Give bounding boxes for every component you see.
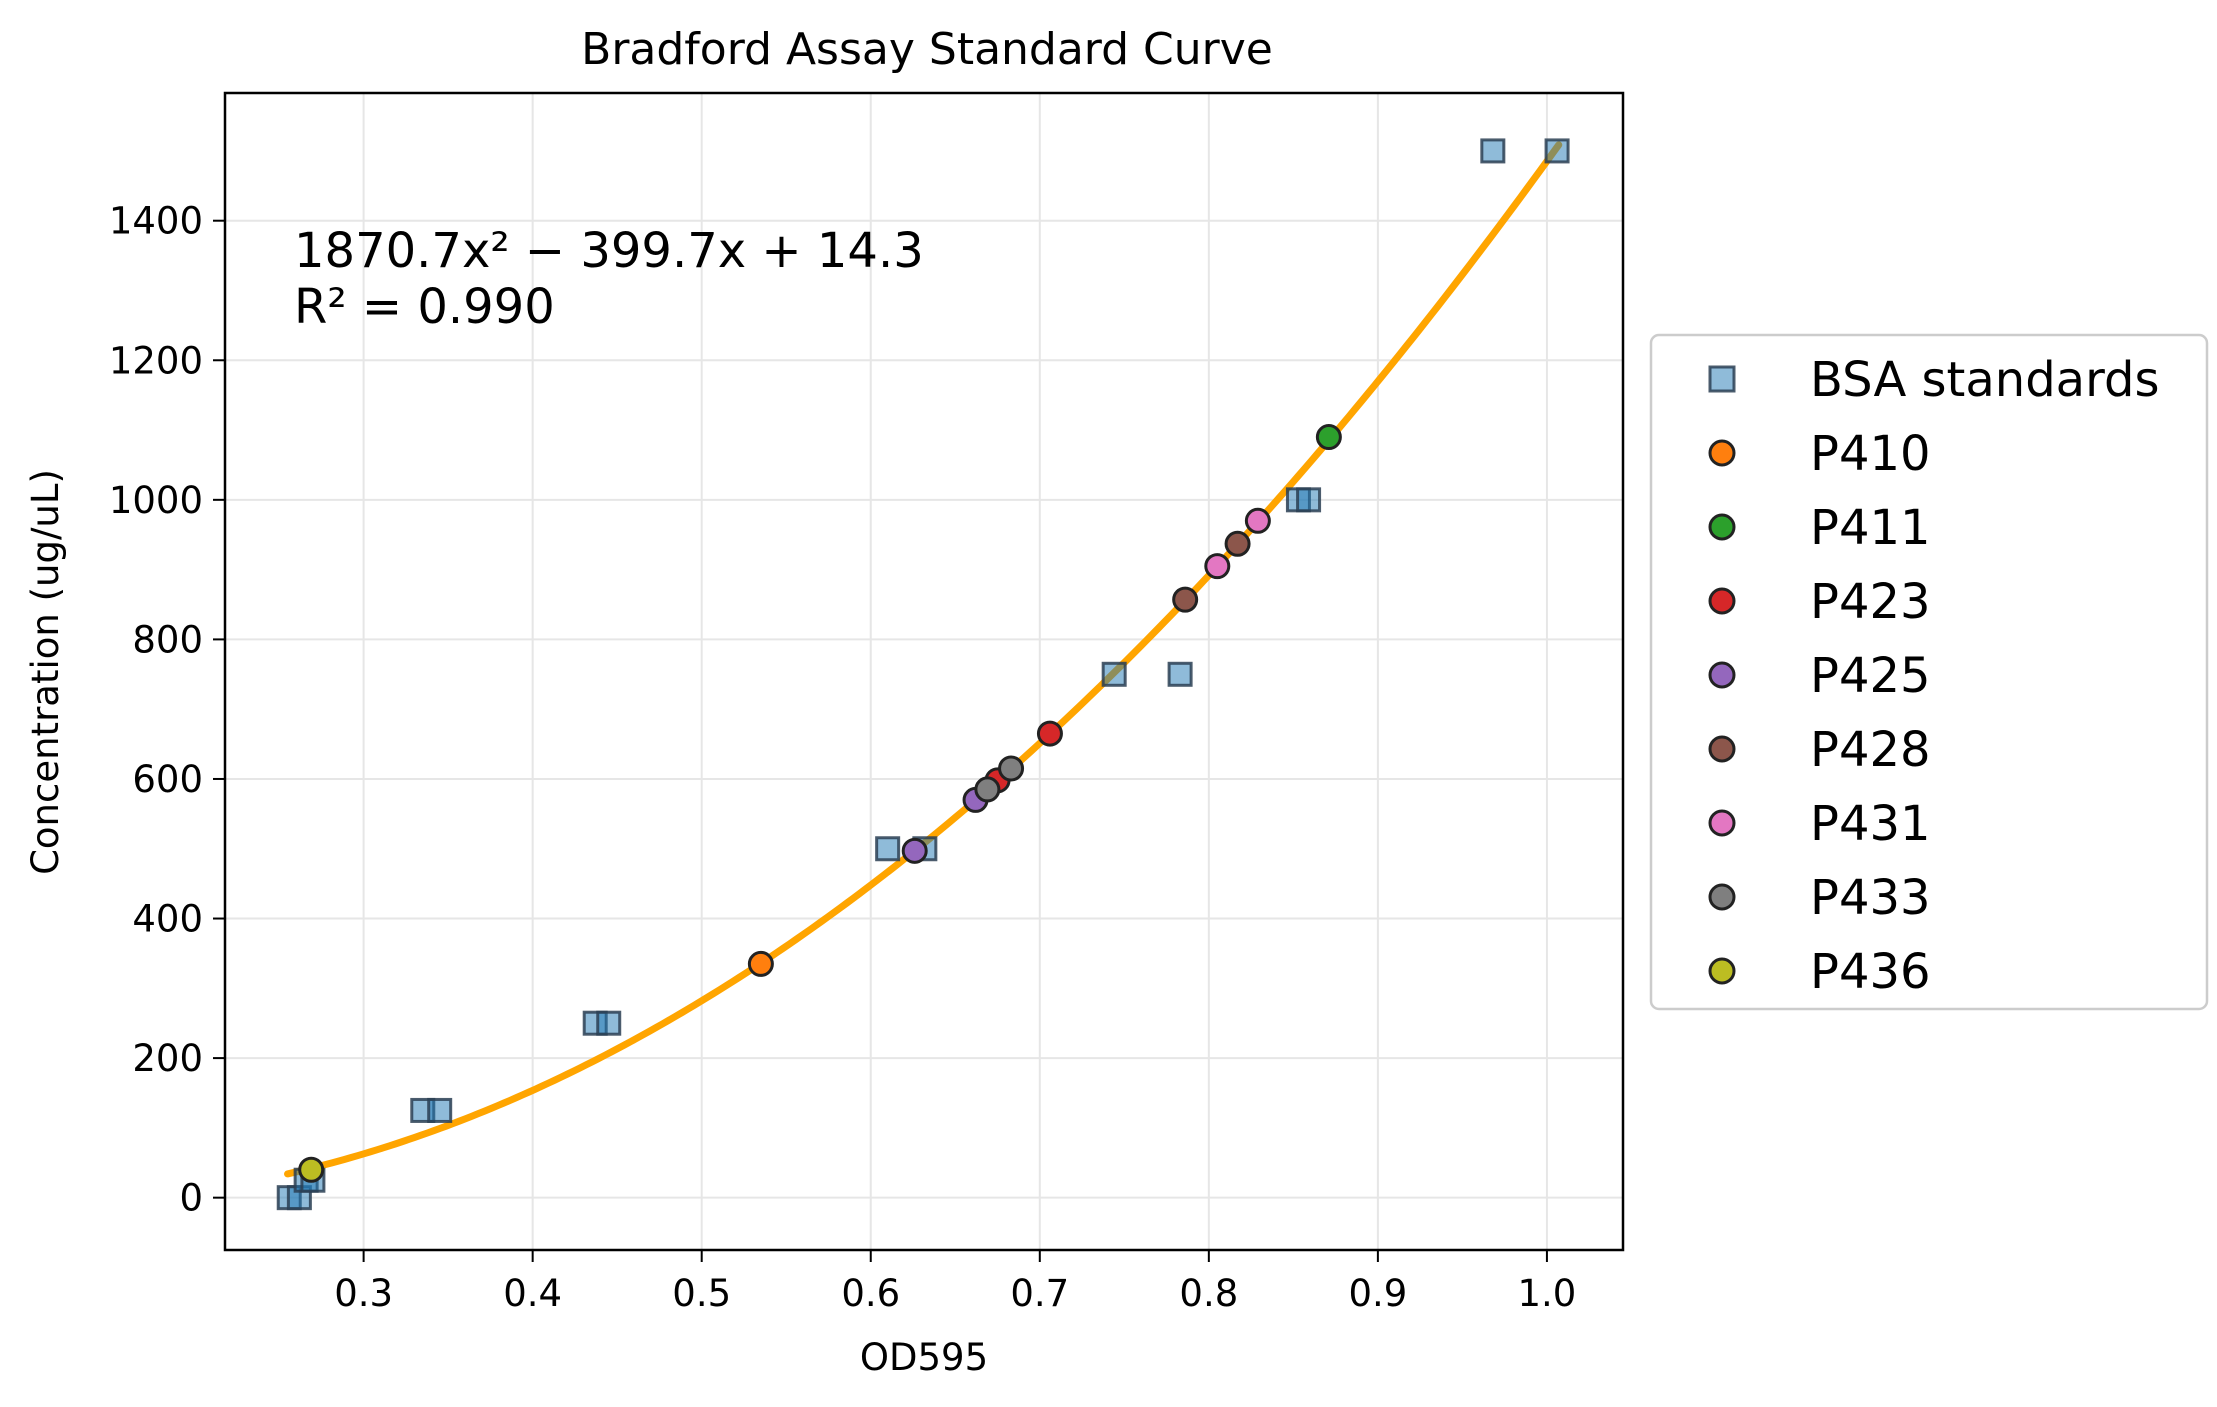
y-axis-label: Concentration (ug/uL) [24, 469, 67, 875]
y-tick-label: 800 [132, 618, 203, 661]
grid [225, 93, 1623, 1250]
sample-point-p411 [1315, 424, 1342, 451]
x-tick-label: 0.6 [841, 1272, 900, 1315]
sample-point-p431 [1204, 553, 1231, 580]
legend-marker [1708, 513, 1736, 541]
legend-frame [1649, 333, 2209, 1011]
plot-frame [223, 91, 1625, 1252]
legend-label: P411 [1810, 500, 1931, 556]
sample-point-p433 [998, 755, 1025, 782]
legend-label: P410 [1810, 426, 1931, 482]
sample-point-p423 [1036, 720, 1063, 747]
bsa-standard-point [427, 1097, 453, 1123]
x-axis-label: OD595 [860, 1336, 988, 1379]
x-axis-ticks: 0.3 0.4 0.5 0.6 0.7 0.8 0.9 1.0 [334, 1250, 1576, 1315]
y-tick-label: 1400 [109, 200, 203, 243]
bsa-standard-point [1544, 138, 1570, 164]
bsa-standard-point [875, 836, 901, 862]
bsa-standard-point [1167, 661, 1193, 687]
sample-point-p428 [1172, 586, 1199, 613]
legend-marker [1708, 957, 1736, 985]
bsa-standard-point [1480, 138, 1506, 164]
y-tick-label: 200 [132, 1037, 203, 1080]
x-tick-label: 0.5 [672, 1272, 731, 1315]
r-squared-label: R² = 0.990 [294, 279, 555, 335]
sample-point-p428 [1224, 530, 1251, 557]
bsa-standard-point [1101, 661, 1127, 687]
legend-marker [1708, 809, 1736, 837]
x-tick-label: 0.4 [503, 1272, 562, 1315]
legend: BSA standards P410 P411 P423 P425 P428 P431 P43… [1649, 333, 2209, 1011]
x-tick-label: 0.9 [1348, 1272, 1407, 1315]
sample-point-p410 [747, 950, 774, 977]
sample-point-p436 [298, 1156, 325, 1183]
sample-point-p425 [901, 837, 928, 864]
bsa-standard-point [1296, 487, 1322, 513]
legend-marker [1708, 365, 1736, 393]
y-tick-label: 0 [179, 1177, 203, 1220]
sample-point-p431 [1244, 507, 1271, 534]
y-tick-label: 600 [132, 758, 203, 801]
legend-label: P433 [1810, 870, 1931, 926]
legend-label: P428 [1810, 722, 1931, 778]
y-tick-label: 400 [132, 898, 203, 941]
x-tick-label: 1.0 [1518, 1272, 1577, 1315]
chart-title: Bradford Assay Standard Curve [581, 24, 1273, 75]
bsa-standard-point [596, 1010, 622, 1036]
x-tick-label: 0.7 [1010, 1272, 1069, 1315]
legend-label: BSA standards [1810, 352, 2159, 408]
y-axis-ticks: 0 200 400 600 800 1000 1200 1400 [109, 200, 225, 1220]
legend-label: P431 [1810, 796, 1931, 852]
y-tick-label: 1200 [109, 339, 203, 382]
sample-point-p433 [974, 776, 1001, 803]
legend-label: P425 [1810, 648, 1931, 704]
x-tick-label: 0.8 [1179, 1272, 1238, 1315]
legend-label: P436 [1810, 944, 1931, 1000]
legend-label: P423 [1810, 574, 1931, 630]
fit-equation: 1870.7x² − 399.7x + 14.3 [294, 223, 924, 279]
legend-marker [1708, 883, 1736, 911]
legend-marker [1708, 587, 1736, 615]
legend-marker [1708, 661, 1736, 689]
x-tick-label: 0.3 [334, 1272, 393, 1315]
legend-marker [1708, 735, 1736, 763]
y-tick-label: 1000 [109, 479, 203, 522]
legend-marker [1708, 439, 1736, 467]
data-points [276, 138, 1570, 1211]
